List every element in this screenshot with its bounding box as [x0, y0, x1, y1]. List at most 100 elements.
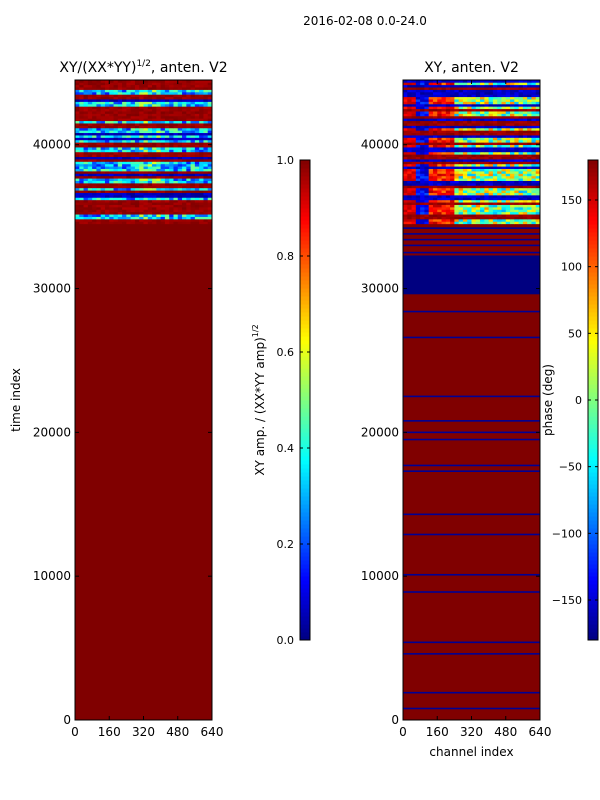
heatmap-cell — [531, 89, 537, 93]
heatmap-cell — [462, 151, 468, 155]
heatmap-cell — [467, 135, 472, 138]
heatmap-cell — [143, 139, 149, 143]
heatmap-cell — [207, 89, 213, 93]
heatmap-cell — [510, 180, 515, 184]
heatmap-cell — [514, 159, 519, 162]
heatmap-cell — [450, 199, 455, 203]
heatmap-cell — [467, 147, 472, 150]
heatmap-cell — [134, 221, 140, 225]
heatmap-cell — [510, 103, 515, 107]
heatmap-cell — [475, 180, 481, 184]
heatmap-cell — [458, 115, 464, 119]
heatmap-cell — [467, 151, 472, 155]
heatmap-cell — [156, 149, 161, 153]
heatmap-cell — [177, 202, 183, 205]
heatmap-cell — [96, 183, 101, 186]
heatmap-cell — [437, 199, 442, 203]
heatmap-cell — [83, 132, 89, 136]
heatmap-cell — [424, 80, 429, 83]
heatmap-cell — [505, 190, 511, 193]
heatmap-cell — [450, 123, 455, 126]
heatmap-cell — [531, 219, 537, 222]
heatmap-cell — [130, 149, 136, 153]
heatmap-cell — [122, 123, 127, 126]
heatmap-cell — [471, 94, 477, 98]
heatmap-cell — [122, 151, 127, 155]
heatmap-cell — [164, 197, 170, 201]
heatmap-cell — [199, 132, 204, 136]
heatmap-cell — [522, 195, 528, 198]
heatmap-cell — [152, 99, 157, 102]
colorbar-segment — [300, 396, 310, 401]
heatmap-cell — [471, 156, 477, 160]
heatmap-cell — [130, 103, 136, 107]
heatmap-cell — [437, 118, 442, 122]
heatmap-cell — [497, 96, 502, 100]
heatmap-cell — [190, 214, 196, 217]
colorbar-tick-label: 1.0 — [277, 154, 295, 167]
heatmap-cell — [122, 202, 127, 205]
heatmap-cell — [467, 142, 472, 146]
heatmap-cell — [411, 120, 417, 124]
heatmap-band — [403, 513, 540, 516]
heatmap-cell — [194, 147, 200, 150]
heatmap-cell — [177, 178, 183, 181]
heatmap-cell — [147, 209, 153, 213]
heatmap-cell — [492, 118, 498, 122]
heatmap-cell — [164, 175, 170, 179]
heatmap-cell — [126, 219, 131, 222]
heatmap-cell — [104, 101, 110, 105]
heatmap-cell — [96, 221, 101, 225]
heatmap-cell — [411, 221, 417, 225]
heatmap-cell — [407, 101, 412, 105]
heatmap-cell — [415, 91, 421, 95]
heatmap-cell — [501, 80, 507, 83]
heatmap-cell — [83, 204, 89, 208]
heatmap-cell — [403, 135, 408, 138]
heatmap-cell — [454, 89, 459, 93]
heatmap-cell — [104, 207, 110, 210]
heatmap-cell — [480, 120, 485, 124]
heatmap-cell — [527, 96, 532, 100]
heatmap-cell — [203, 99, 209, 102]
colorbar-segment — [300, 552, 310, 557]
heatmap-cell — [450, 89, 455, 93]
heatmap-cell — [488, 120, 494, 124]
heatmap-cell — [514, 211, 519, 215]
heatmap-cell — [403, 118, 408, 122]
heatmap-cell — [531, 178, 537, 181]
heatmap-cell — [411, 219, 417, 222]
heatmap-cell — [403, 209, 408, 213]
heatmap-cell — [100, 211, 106, 215]
heatmap-cell — [190, 161, 196, 165]
heatmap-cell — [143, 202, 149, 205]
heatmap-cell — [100, 185, 106, 189]
heatmap-cell — [467, 202, 472, 205]
heatmap-cell — [522, 173, 528, 177]
heatmap-cell — [501, 91, 507, 95]
heatmap-cell — [450, 190, 455, 193]
heatmap-cell — [492, 190, 498, 193]
heatmap-cell — [100, 168, 106, 172]
heatmap-cell — [203, 144, 209, 148]
heatmap-cell — [113, 89, 119, 93]
heatmap-cell — [117, 183, 123, 186]
heatmap-cell — [104, 137, 110, 141]
heatmap-cell — [535, 168, 541, 172]
heatmap-cell — [403, 171, 408, 174]
heatmap-cell — [415, 89, 421, 93]
heatmap-cell — [173, 214, 179, 217]
x-tick-label: 320 — [132, 725, 155, 739]
heatmap-cell — [122, 190, 127, 193]
heatmap-cell — [458, 195, 464, 198]
heatmap-cell — [514, 202, 519, 205]
heatmap-cell — [505, 91, 511, 95]
heatmap-cell — [164, 204, 170, 208]
heatmap-cell — [492, 156, 498, 160]
heatmap-cell — [75, 173, 80, 177]
heatmap-cell — [79, 154, 84, 158]
heatmap-cell — [441, 178, 447, 181]
heatmap-cell — [420, 171, 425, 174]
heatmap-cell — [518, 185, 524, 189]
heatmap-cell — [186, 166, 191, 169]
